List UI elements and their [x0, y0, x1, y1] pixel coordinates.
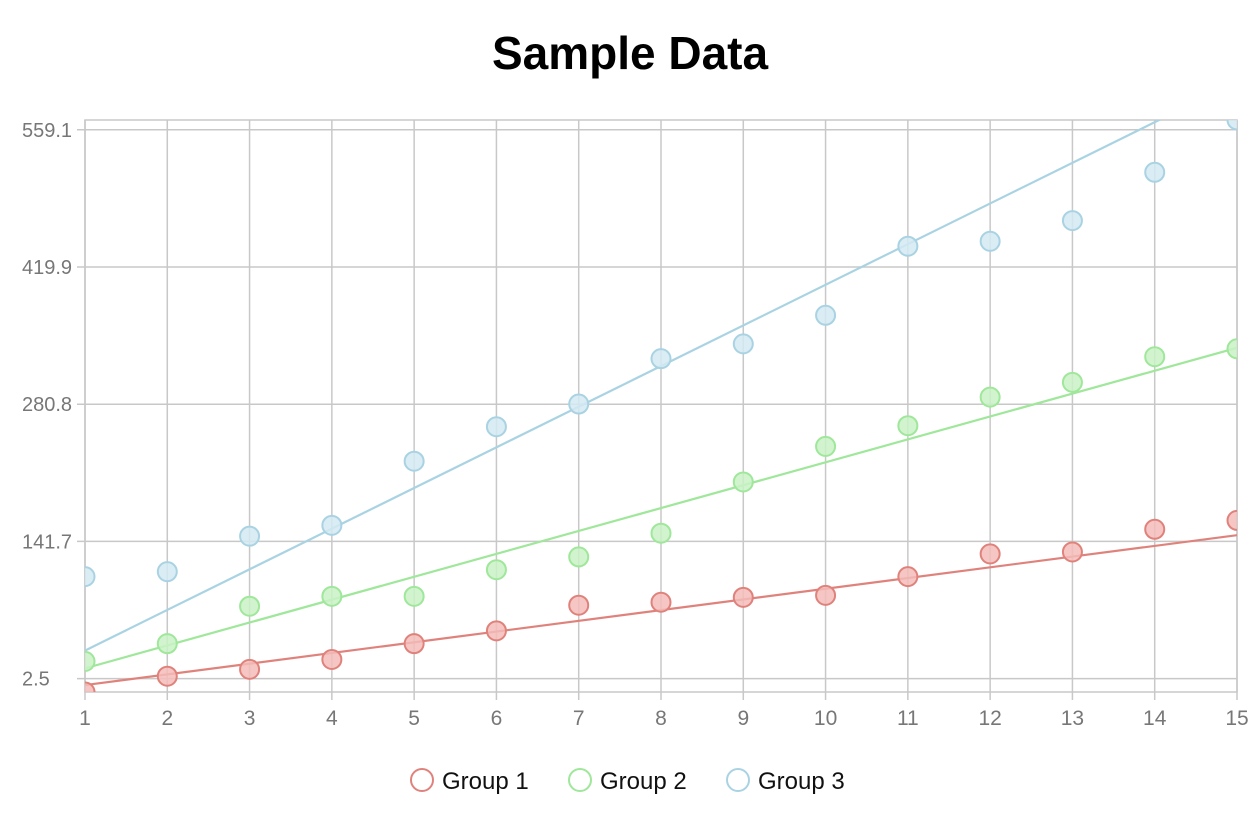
x-tick-label: 7	[573, 707, 585, 730]
data-point-group-1	[403, 633, 425, 655]
data-point-group-1	[1226, 509, 1237, 531]
data-point-group-1	[1144, 518, 1166, 540]
legend-item-group-1[interactable]: Group 1	[410, 768, 529, 795]
data-point-group-2	[85, 650, 96, 672]
data-point-group-1	[156, 665, 178, 687]
legend: Group 1 Group 2 Group 3	[410, 768, 845, 795]
data-point-group-2	[897, 415, 919, 437]
data-point-group-2	[403, 585, 425, 607]
data-point-group-3	[239, 525, 261, 547]
x-tick-label: 2	[161, 707, 173, 730]
data-points	[85, 120, 1237, 692]
x-tick-label: 3	[244, 707, 256, 730]
data-point-group-1	[650, 591, 672, 613]
data-point-group-2	[321, 585, 343, 607]
data-point-group-1	[979, 543, 1001, 565]
data-point-group-3	[1226, 120, 1237, 131]
data-point-group-3	[568, 393, 590, 415]
data-point-group-2	[239, 595, 261, 617]
legend-label: Group 1	[442, 768, 529, 795]
x-tick-label: 11	[897, 707, 919, 730]
data-point-group-2	[1061, 371, 1083, 393]
y-tick-label: 2.5	[22, 669, 50, 691]
y-tick-label: 419.9	[22, 257, 72, 279]
data-point-group-1	[321, 648, 343, 670]
data-point-group-3	[485, 416, 507, 438]
y-tick-label: 280.8	[22, 394, 72, 416]
data-point-group-1	[897, 566, 919, 588]
data-point-group-2	[1144, 346, 1166, 368]
data-point-group-2	[979, 386, 1001, 408]
data-point-group-2	[485, 559, 507, 581]
data-point-group-1	[568, 594, 590, 616]
data-point-group-3	[403, 450, 425, 472]
data-point-group-3	[650, 348, 672, 370]
x-tick-label: 14	[1143, 707, 1167, 730]
data-point-group-2	[732, 471, 754, 493]
data-point-group-2	[568, 546, 590, 568]
trendline-group-2	[85, 346, 1237, 670]
x-tick-label: 6	[491, 707, 503, 730]
data-point-group-3	[85, 566, 96, 588]
data-point-group-3	[156, 561, 178, 583]
legend-item-group-3[interactable]: Group 3	[726, 768, 845, 795]
data-point-group-3	[815, 304, 837, 326]
data-point-group-2	[650, 522, 672, 544]
x-tick-label: 4	[326, 707, 338, 730]
x-tick-label: 12	[978, 707, 1001, 730]
chart-title: Sample Data	[491, 27, 769, 79]
data-point-group-3	[321, 514, 343, 536]
x-tick-label: 1	[79, 707, 91, 730]
y-tick-label: 559.1	[22, 120, 72, 142]
x-tick-label: 9	[737, 707, 749, 730]
data-point-group-3	[732, 333, 754, 355]
legend-label: Group 3	[758, 768, 845, 795]
legend-marker	[568, 768, 592, 792]
data-point-group-1	[485, 620, 507, 642]
data-point-group-1	[732, 586, 754, 608]
data-point-group-2	[156, 633, 178, 655]
x-tick-label: 5	[408, 707, 420, 730]
x-tick-label: 8	[655, 707, 667, 730]
data-point-group-3	[1061, 210, 1083, 232]
data-point-group-2	[1226, 338, 1237, 360]
data-point-group-2	[815, 435, 837, 457]
x-tick-label: 15	[1225, 707, 1248, 730]
data-point-group-1	[239, 658, 261, 680]
legend-item-group-2[interactable]: Group 2	[568, 768, 687, 795]
data-point-group-1	[1061, 541, 1083, 563]
y-tick-label: 141.7	[22, 531, 72, 553]
x-tick-label: 13	[1061, 707, 1084, 730]
data-point-group-1	[85, 681, 96, 692]
legend-marker	[726, 768, 750, 792]
x-tick-label: 10	[814, 707, 837, 730]
axes: 1 2 3 4 5 6 7 8 9 10 11 12 13 14 152.5141.7280.8419.95…	[22, 120, 1249, 730]
data-point-group-3	[897, 235, 919, 257]
legend-label: Group 2	[600, 768, 687, 795]
data-point-group-3	[1144, 161, 1166, 183]
data-point-group-1	[815, 584, 837, 606]
legend-marker	[410, 768, 434, 792]
data-point-group-3	[979, 230, 1001, 252]
